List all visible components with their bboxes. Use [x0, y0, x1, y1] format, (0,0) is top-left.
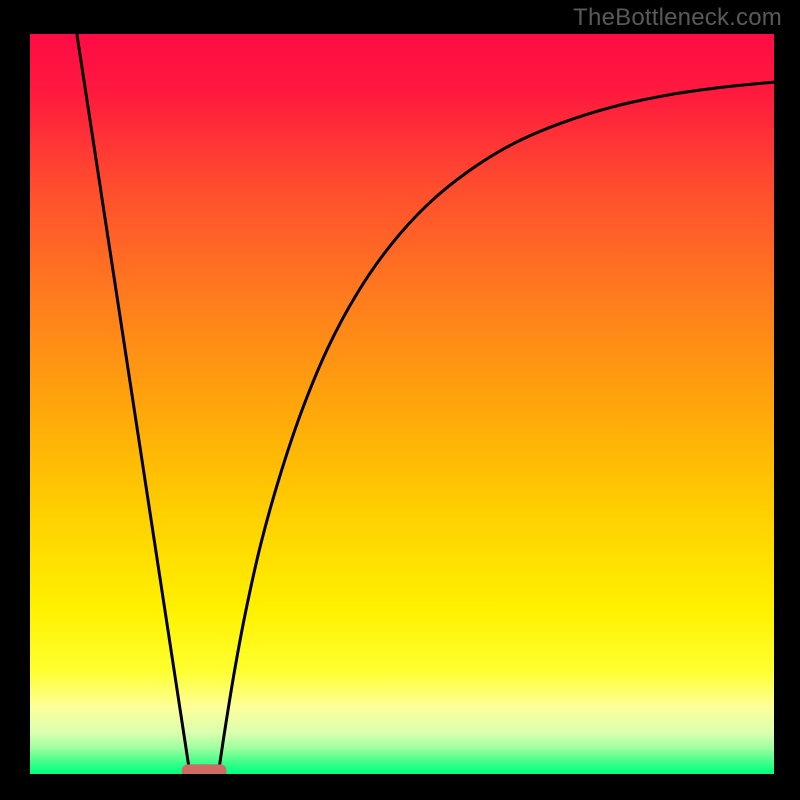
watermark-text: TheBottleneck.com	[573, 4, 782, 32]
gradient-background	[30, 34, 774, 774]
plot-area	[30, 34, 774, 774]
chart-frame: TheBottleneck.com	[0, 0, 800, 800]
plot-svg	[30, 34, 774, 774]
minimum-marker	[182, 764, 227, 774]
